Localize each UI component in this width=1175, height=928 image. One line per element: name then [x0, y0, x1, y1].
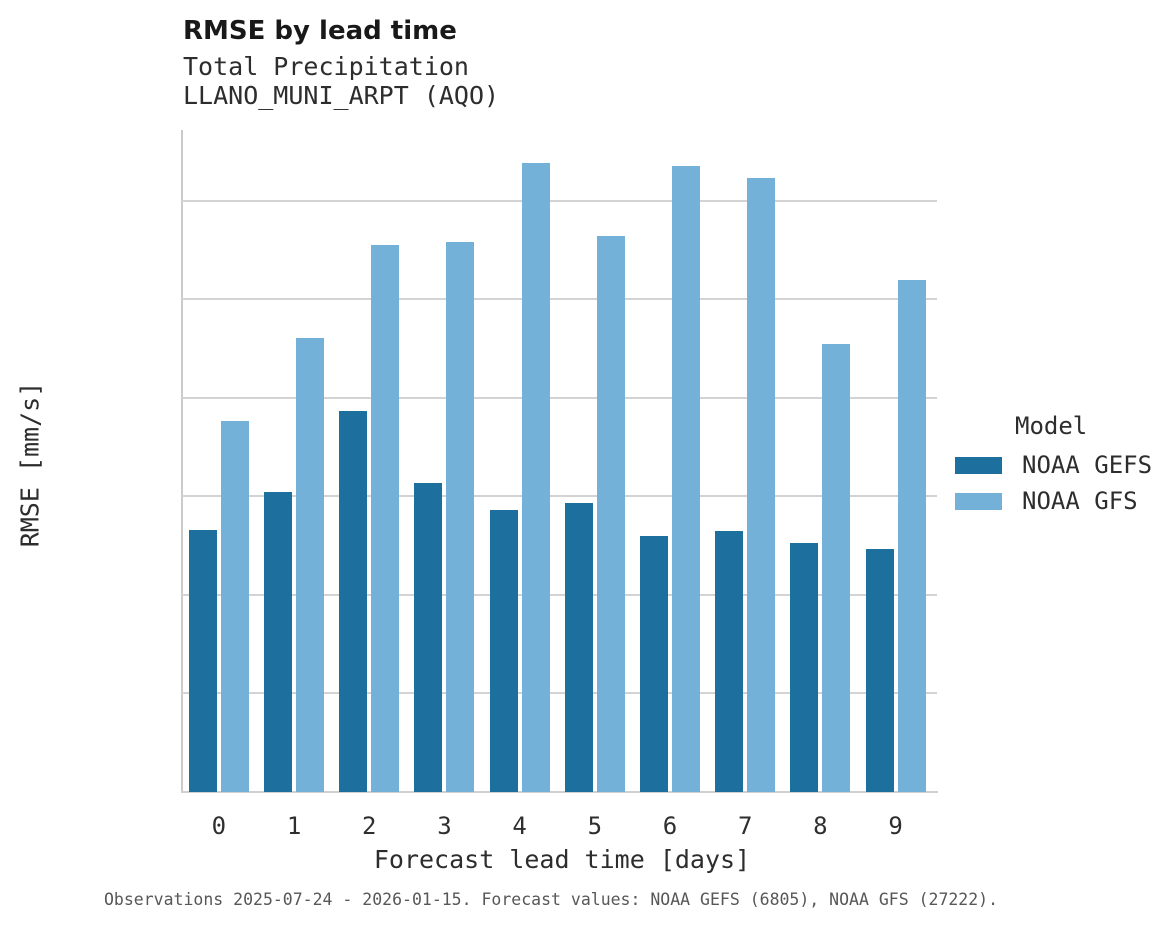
bar-noaa-gfs-day-6 — [672, 166, 701, 792]
gridline — [182, 495, 937, 498]
bar-noaa-gefs-day-3 — [414, 482, 443, 792]
bar-noaa-gefs-day-8 — [790, 542, 819, 792]
gridline — [182, 396, 937, 399]
gridline — [182, 199, 937, 202]
gridline — [182, 593, 937, 596]
bar-noaa-gfs-day-3 — [446, 242, 475, 792]
footer-caption: Observations 2025-07-24 - 2026-01-15. Fo… — [104, 890, 999, 909]
x-tick-label: 6 — [662, 812, 678, 840]
x-tick-label: 7 — [737, 812, 753, 840]
x-tick-label: 3 — [437, 812, 452, 840]
y-axis-spine — [181, 130, 183, 793]
x-axis-label: Forecast lead time [days] — [373, 845, 751, 874]
bar-noaa-gfs-day-1 — [296, 337, 325, 792]
chart-subtitle-variable: Total Precipitation — [183, 52, 469, 81]
bar-noaa-gfs-day-4 — [521, 162, 550, 792]
bar-noaa-gefs-day-4 — [489, 510, 518, 792]
x-tick-label: 1 — [286, 812, 302, 840]
chart-title: RMSE by lead time — [183, 16, 457, 46]
chart-subtitle-station: LLANO_MUNI_ARPT (AQO) — [183, 81, 500, 110]
gridline — [182, 692, 937, 695]
x-tick-label: 9 — [888, 812, 903, 840]
bar-noaa-gfs-day-2 — [371, 245, 400, 792]
x-tick-label: 0 — [211, 812, 227, 840]
bar-noaa-gfs-day-8 — [822, 343, 851, 792]
bar-noaa-gefs-day-7 — [715, 530, 744, 792]
bar-noaa-gefs-day-2 — [339, 411, 368, 792]
y-axis-label: RMSE [mm/s] — [15, 381, 45, 548]
gridline — [182, 298, 937, 301]
bar-noaa-gefs-day-9 — [865, 549, 894, 792]
legend-swatch — [955, 492, 1002, 510]
legend-entry-noaa-gefs: NOAA GEFS — [955, 451, 1153, 479]
x-tick-label: 2 — [362, 812, 377, 840]
x-tick-label: 4 — [512, 812, 527, 840]
x-tick-label: 8 — [813, 812, 828, 840]
x-axis-spine — [181, 791, 938, 793]
bar-noaa-gfs-day-9 — [897, 279, 926, 792]
legend-label: NOAA GEFS — [1022, 451, 1153, 479]
x-tick-label: 5 — [587, 812, 603, 840]
bar-noaa-gfs-day-0 — [220, 421, 249, 792]
bar-noaa-gefs-day-0 — [188, 529, 217, 792]
bar-noaa-gefs-day-6 — [640, 536, 669, 792]
legend-entry-noaa-gfs: NOAA GFS — [955, 487, 1138, 515]
legend-swatch — [955, 456, 1002, 474]
bar-noaa-gefs-day-5 — [564, 503, 593, 792]
bar-noaa-gfs-day-5 — [596, 236, 625, 792]
bar-noaa-gfs-day-7 — [747, 178, 776, 792]
bar-noaa-gefs-day-1 — [264, 492, 293, 792]
legend-title: Model — [1015, 412, 1088, 440]
legend-label: NOAA GFS — [1022, 487, 1138, 515]
